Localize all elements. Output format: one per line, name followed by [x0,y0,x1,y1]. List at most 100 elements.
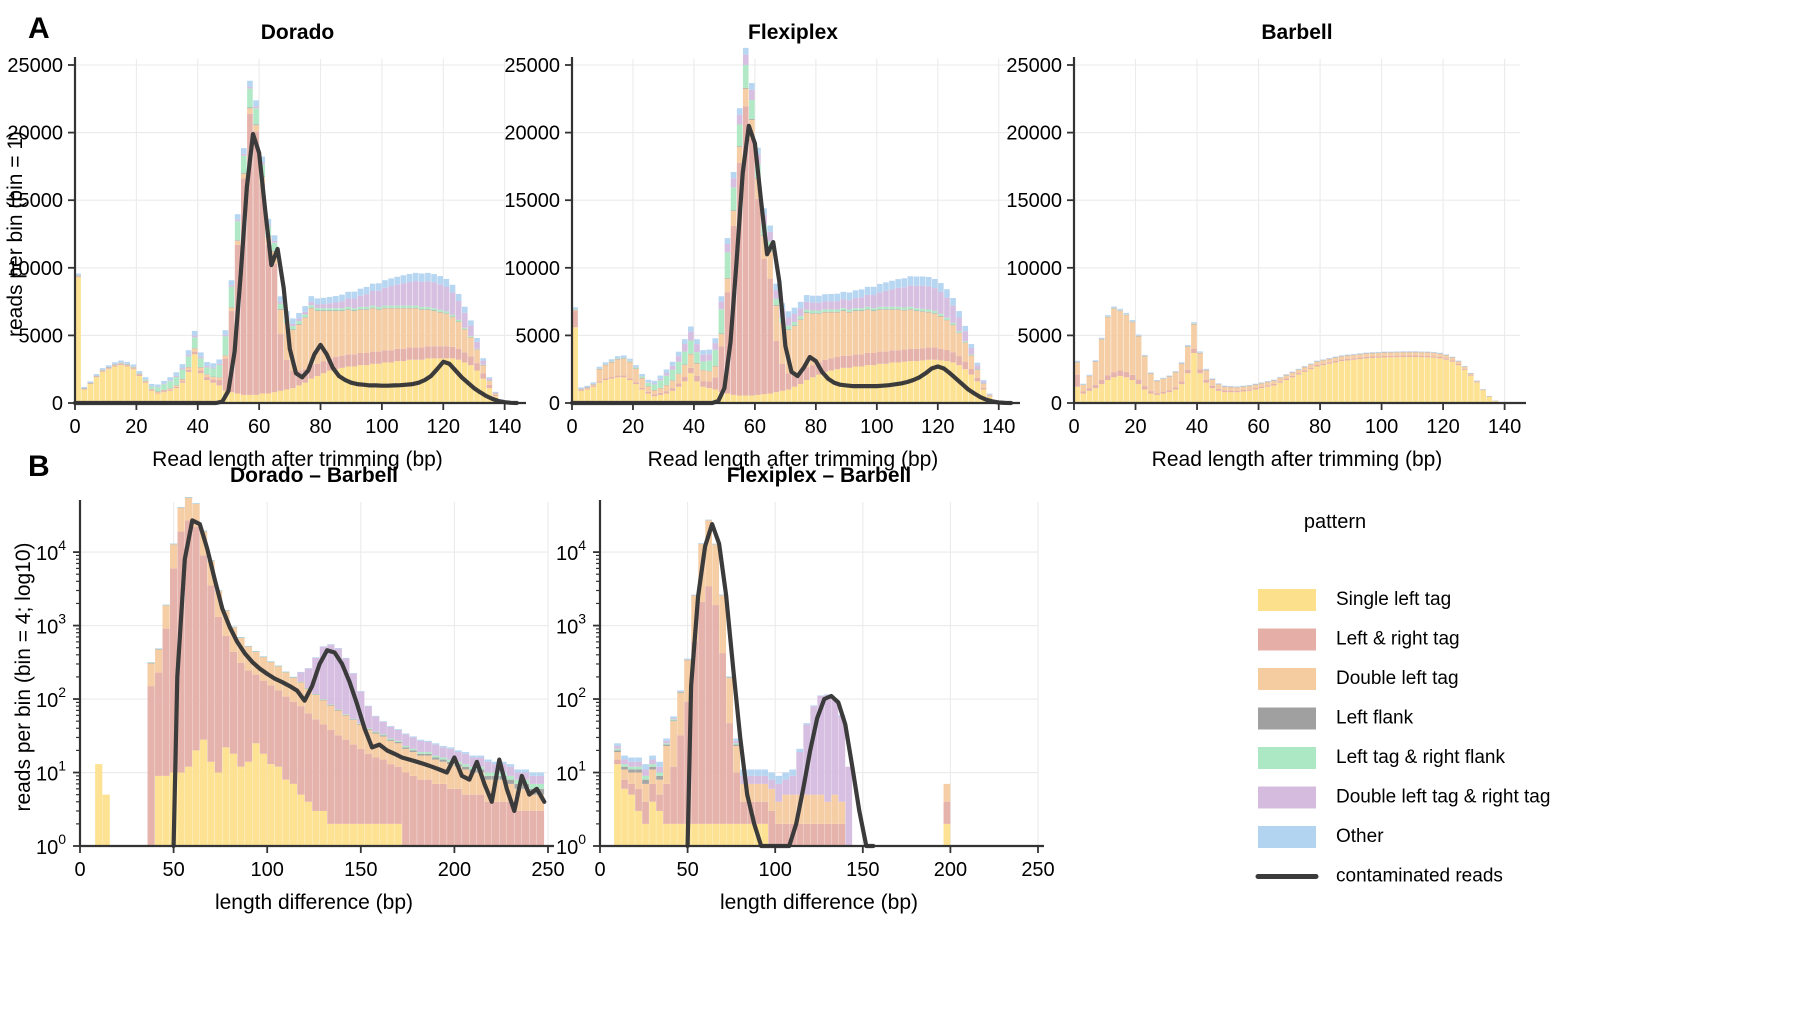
bar-segment [363,306,370,310]
bar-segment [688,331,694,341]
bar-segment [394,742,402,744]
y-tick-label: 0 [52,393,63,415]
bar-segment [681,351,688,365]
x-tick-label: 250 [531,859,564,881]
bar-segment [191,335,198,338]
bar-segment [1080,391,1087,394]
bar-segment [105,367,112,369]
bar-segment [907,306,914,310]
legend-item[interactable]: Single left tag [1258,589,1451,611]
bar-segment [670,719,677,721]
bar-segment [1424,357,1431,403]
bar-segment [118,363,124,365]
bar-segment [1381,357,1388,403]
x-tick-label: 100 [365,416,398,438]
bar-segment [681,344,688,352]
bar-segment [357,691,365,724]
bar-segment [657,375,664,379]
panel-letter-a: A [28,12,50,45]
bar-segment [480,358,486,361]
bar-segment [822,301,828,310]
bar-segment [803,313,810,368]
bar-segment [454,750,462,753]
legend-item[interactable]: contaminated reads [1255,866,1503,887]
legend-item[interactable]: Double left tag [1258,668,1459,690]
bar-segment [822,309,828,312]
bar-segment [222,330,229,335]
bar-segment [449,284,456,293]
bar-segment [320,310,327,312]
bar-segment [688,353,694,355]
bar-segment [694,363,700,376]
bar-segment [1277,381,1283,383]
y-tick-label: 25000 [504,55,560,77]
legend-item[interactable]: Left flank [1258,707,1414,730]
bar-segment [342,715,350,740]
bar-segment [173,377,180,386]
bar-segment [719,594,727,596]
bar-segment [240,153,247,156]
bar-segment [719,653,727,824]
bar-segment [950,325,956,353]
bar-segment [1437,353,1443,357]
bar-segment [870,352,877,366]
bar-segment [840,311,847,356]
bar-segment [320,304,327,309]
legend-item[interactable]: Other [1258,826,1384,848]
bar-segment [345,298,351,307]
bar-segment [173,385,180,387]
y-tick-label: 5000 [516,325,561,347]
bar-segment [1320,365,1326,403]
legend-swatch-0 [1258,589,1316,611]
bar-segment [633,367,639,369]
bar-segment [372,716,380,732]
bar-segment [1283,378,1290,381]
bar-segment [148,390,155,403]
bar-segment [461,306,468,313]
bar-segment [1172,389,1179,403]
bar-segment [177,531,185,773]
bar-segment [296,370,302,386]
bar-segment [314,304,321,309]
bar-segment [199,739,208,846]
bar-segment [253,100,259,107]
bar-segment [913,311,920,349]
bar-segment [633,365,639,368]
bar-segment [449,316,456,318]
bar-segment [1246,385,1253,390]
bar-segment [409,748,417,751]
bar-segment [986,394,993,397]
bar-segment [986,396,993,397]
bar-segment [320,373,327,403]
bar-segment [834,357,841,370]
bar-segment [889,309,895,310]
bar-segment [357,352,364,366]
bar-segment [357,309,364,353]
x-axis-title: Read length after trimming (bp) [648,448,939,471]
bar-segment [889,289,895,307]
bar-segment [901,307,908,310]
bar-segment [514,810,522,846]
bar-segment [339,310,345,312]
bar-segment [142,382,149,403]
legend-item[interactable]: Double left tag & right tag [1258,786,1550,809]
bar-segment [572,311,578,328]
legend-item[interactable]: Left tag & right flank [1258,747,1505,769]
bar-segment [506,775,515,780]
bar-segment [688,340,694,354]
bar-segment [700,386,706,403]
bar-segment [155,775,163,846]
bar-segment [229,626,238,628]
bar-segment [907,309,914,310]
bar-segment [824,694,832,802]
bar-segment [719,594,727,654]
x-tick-label: 80 [805,416,827,438]
bar-segment [773,304,780,306]
bar-segment [1203,370,1210,380]
bar-segment [99,370,106,372]
bar-segment [283,389,290,403]
bar-segment [199,555,208,740]
legend-item[interactable]: Left & right tag [1258,628,1460,651]
bar-segment [369,283,376,291]
